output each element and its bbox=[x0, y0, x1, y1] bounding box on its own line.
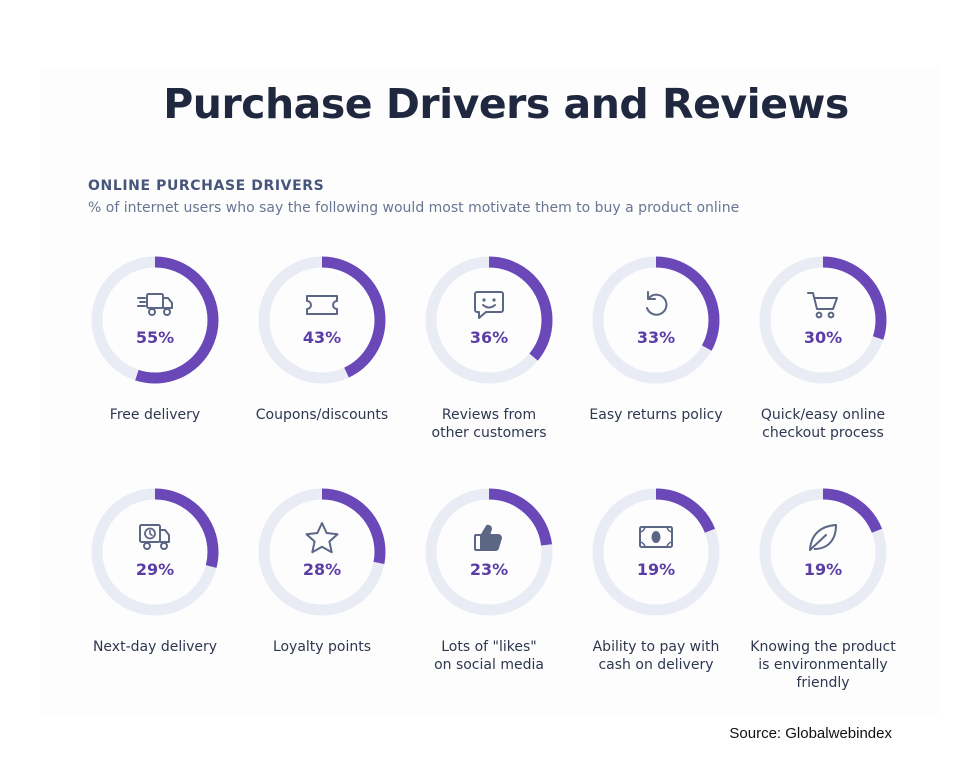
donut-value-label: 43% bbox=[302, 328, 342, 347]
donut-chart bbox=[425, 488, 553, 616]
donut-value-arc bbox=[425, 256, 553, 384]
category-label-line: friendly bbox=[796, 675, 850, 691]
donut-category-label: Reviews from other customers bbox=[404, 406, 574, 442]
category-label-line: Easy returns policy bbox=[589, 407, 723, 423]
category-label-line: Quick/easy online bbox=[760, 407, 886, 423]
category-label-line: on social media bbox=[434, 657, 544, 673]
donut-chart bbox=[91, 256, 219, 384]
donut-category-label: Ability to pay with cash on delivery bbox=[571, 638, 741, 674]
cart-icon bbox=[807, 292, 838, 319]
donut-value-label: 19% bbox=[803, 560, 843, 579]
category-label-line: checkout process bbox=[762, 425, 884, 441]
donut-value-label: 19% bbox=[636, 560, 676, 579]
category-label-line: is environmentally bbox=[758, 657, 888, 673]
leaf-icon bbox=[809, 524, 837, 551]
donut-value-arc bbox=[592, 256, 720, 384]
donut-value-label: 29% bbox=[135, 560, 175, 579]
donut-value-arc bbox=[91, 488, 219, 616]
donut-value-arc bbox=[91, 256, 219, 384]
return-arrow-icon bbox=[646, 291, 668, 316]
donut-chart bbox=[91, 488, 219, 616]
chart-subtitle: % of internet users who say the followin… bbox=[88, 200, 740, 216]
category-label-line: Coupons/discounts bbox=[255, 407, 389, 423]
donut-chart bbox=[425, 256, 553, 384]
category-label-line: Free delivery bbox=[109, 407, 201, 423]
donut-value-arc bbox=[258, 488, 386, 616]
donut-category-label: Quick/easy online checkout process bbox=[738, 406, 908, 442]
donut-category-label: Loyalty points bbox=[237, 638, 407, 656]
ticket-icon bbox=[306, 295, 338, 315]
category-label-line: Ability to pay with bbox=[592, 639, 720, 655]
donut-value-label: 55% bbox=[135, 328, 175, 347]
category-label-line: other customers bbox=[431, 425, 547, 441]
category-label-line: cash on delivery bbox=[598, 657, 714, 673]
donut-value-arc bbox=[258, 256, 386, 384]
category-label-line: Next-day delivery bbox=[92, 639, 218, 655]
donut-chart bbox=[592, 488, 720, 616]
chat-smile-icon bbox=[474, 291, 504, 319]
star-icon bbox=[305, 522, 339, 554]
donut-value-label: 30% bbox=[803, 328, 843, 347]
donut-category-label: Free delivery bbox=[70, 406, 240, 424]
category-label-line: Knowing the product bbox=[750, 639, 896, 655]
source-credit: Source: Globalwebindex bbox=[729, 725, 892, 742]
donut-chart bbox=[592, 256, 720, 384]
category-label-line: Reviews from bbox=[441, 407, 537, 423]
donut-value-label: 36% bbox=[469, 328, 509, 347]
donut-value-label: 33% bbox=[636, 328, 676, 347]
donut-category-label: Easy returns policy bbox=[571, 406, 741, 424]
donut-chart bbox=[258, 256, 386, 384]
donut-category-label: Knowing the product is environmentally fri… bbox=[738, 638, 908, 692]
donut-category-label: Coupons/discounts bbox=[237, 406, 407, 424]
donut-category-label: Lots of "likes" on social media bbox=[404, 638, 574, 674]
donut-chart bbox=[258, 488, 386, 616]
thumbs-up-icon bbox=[474, 524, 502, 551]
donut-value-arc bbox=[592, 488, 720, 616]
donut-chart bbox=[759, 488, 887, 616]
donut-value-arc bbox=[759, 488, 887, 616]
donut-value-label: 28% bbox=[302, 560, 342, 579]
page-title: Purchase Drivers and Reviews bbox=[163, 80, 849, 128]
clock-truck-icon bbox=[139, 524, 170, 550]
category-label-line: Loyalty points bbox=[272, 639, 372, 655]
category-label-line: Lots of "likes" bbox=[441, 639, 537, 655]
truck-icon bbox=[137, 293, 173, 316]
donut-chart bbox=[759, 256, 887, 384]
cash-icon bbox=[639, 526, 673, 548]
donut-value-arc bbox=[759, 256, 887, 384]
donut-value-arc bbox=[425, 488, 553, 616]
donut-category-label: Next-day delivery bbox=[70, 638, 240, 656]
donut-value-label: 23% bbox=[469, 560, 509, 579]
section-title: ONLINE PURCHASE DRIVERS bbox=[88, 178, 325, 194]
